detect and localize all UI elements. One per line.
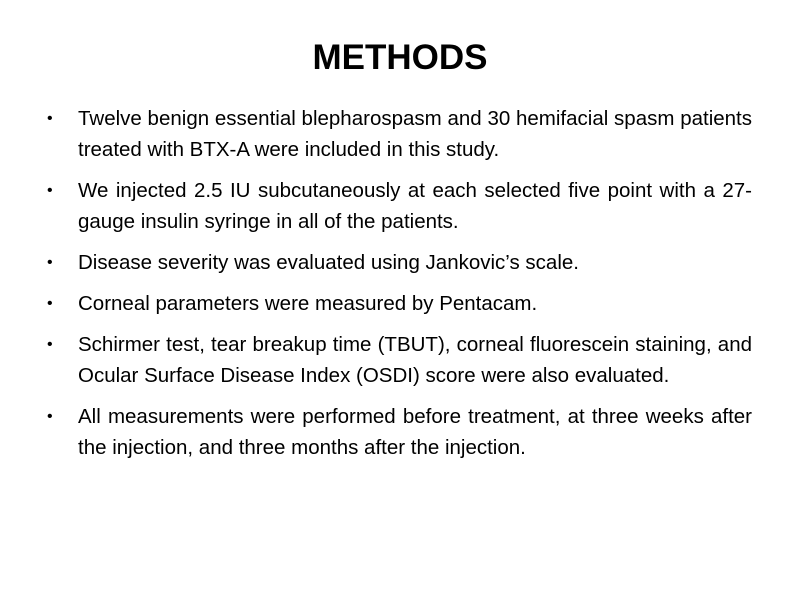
bullet-text: We injected 2.5 IU subcutaneously at eac… [78,179,752,233]
bullet-item: • All measurements were performed before… [47,401,752,463]
bullet-text: All measurements were performed before t… [78,405,752,459]
bullet-item: • Disease severity was evaluated using J… [47,247,752,278]
bullet-icon: • [47,182,53,199]
bullet-text: Twelve benign essential blepharospasm an… [78,107,752,161]
bullet-icon: • [47,295,53,312]
bullet-list: • Twelve benign essential blepharospasm … [47,103,752,473]
bullet-item: • We injected 2.5 IU subcutaneously at e… [47,175,752,237]
bullet-text: Disease severity was evaluated using Jan… [78,251,579,274]
bullet-item: • Twelve benign essential blepharospasm … [47,103,752,165]
slide-title: METHODS [312,38,488,77]
bullet-icon: • [47,336,53,353]
bullet-icon: • [47,110,53,127]
bullet-icon: • [47,408,53,425]
bullet-text: Corneal parameters were measured by Pent… [78,292,538,315]
bullet-text: Schirmer test, tear breakup time (TBUT),… [78,333,752,387]
bullet-item: • Schirmer test, tear breakup time (TBUT… [47,329,752,391]
bullet-item: • Corneal parameters were measured by Pe… [47,288,752,319]
bullet-icon: • [47,254,53,271]
